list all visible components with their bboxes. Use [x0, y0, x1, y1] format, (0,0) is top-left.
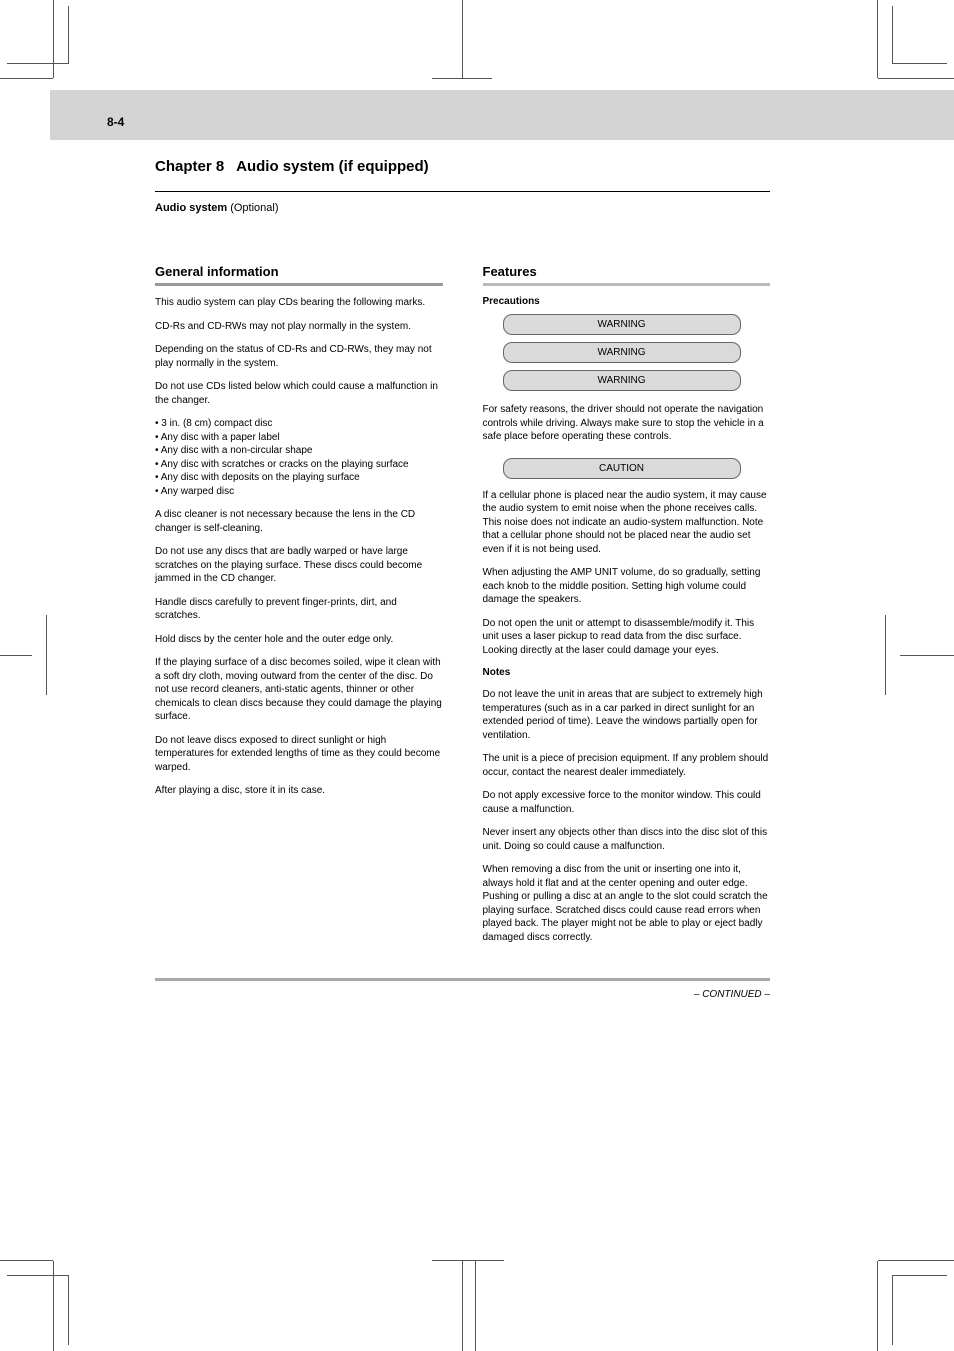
warning-pill: WARNING: [503, 314, 741, 335]
left-body: This audio system can play CDs bearing t…: [155, 296, 443, 798]
crop-mark: [893, 1275, 947, 1276]
para: When adjusting the AMP UNIT volume, do s…: [483, 566, 771, 607]
crop-mark: [892, 6, 893, 64]
crop-mark: [7, 63, 68, 64]
section-rule: [483, 283, 771, 286]
left-section-heading: General information: [155, 264, 443, 279]
page-content: Chapter 8 Audio system (if equipped) Aud…: [155, 158, 770, 1000]
crop-mark: [7, 1275, 68, 1276]
crop-mark: [462, 1261, 463, 1351]
chapter-subtitle-prefix: Audio system: [155, 202, 227, 214]
crop-mark: [900, 655, 954, 656]
crop-mark: [462, 0, 463, 78]
warning-pill: WARNING: [503, 342, 741, 363]
crop-mark: [893, 63, 947, 64]
crop-mark: [878, 1260, 954, 1261]
notes-heading: Notes: [483, 667, 771, 678]
para: The unit is a piece of precision equipme…: [483, 752, 771, 779]
para: Do not apply excessive force to the moni…: [483, 789, 771, 816]
precautions-heading: Precautions: [483, 296, 771, 307]
crop-mark: [0, 655, 32, 656]
page-number: 8-4: [107, 115, 124, 129]
crop-mark: [885, 615, 886, 695]
crop-mark: [892, 1275, 893, 1345]
para: This audio system can play CDs bearing t…: [155, 296, 443, 310]
chapter-subtitle-note: Optional: [234, 202, 275, 214]
para: After playing a disc, store it in its ca…: [155, 784, 443, 798]
crop-mark: [432, 1260, 504, 1261]
caution-body: If a cellular phone is placed near the a…: [483, 489, 771, 658]
para: Do not open the unit or attempt to disas…: [483, 617, 771, 658]
crop-mark: [0, 1260, 53, 1261]
crop-mark: [475, 1261, 476, 1351]
chapter-subtitle: Audio system (Optional): [155, 202, 770, 214]
crop-mark: [877, 0, 878, 78]
right-column: Features Precautions WARNING WARNING WAR…: [483, 264, 771, 954]
para: Do not leave the unit in areas that are …: [483, 688, 771, 742]
para: Hold discs by the center hole and the ou…: [155, 633, 443, 647]
section-rule: [155, 283, 443, 286]
crop-mark: [68, 6, 69, 64]
bullet: • Any disc with a non-circular shape: [155, 444, 443, 458]
header-band: [50, 90, 954, 140]
crop-mark: [432, 78, 492, 79]
right-section-heading: Features: [483, 264, 771, 279]
notes-body: Do not leave the unit in areas that are …: [483, 688, 771, 944]
bullet: • 3 in. (8 cm) compact disc: [155, 417, 443, 431]
caution-pill: CAUTION: [503, 458, 741, 479]
para: Never insert any objects other than disc…: [483, 826, 771, 853]
para: Do not use any discs that are badly warp…: [155, 545, 443, 586]
crop-mark: [878, 78, 954, 79]
para: Do not use CDs listed below which could …: [155, 380, 443, 407]
crop-mark: [877, 1261, 878, 1351]
bullet: • Any disc with a paper label: [155, 431, 443, 445]
para: If a cellular phone is placed near the a…: [483, 489, 771, 557]
chapter-title: Chapter 8 Audio system (if equipped): [155, 158, 770, 192]
crop-mark: [46, 615, 47, 695]
chapter-number: Chapter 8: [155, 158, 224, 175]
para: Handle discs carefully to prevent finger…: [155, 596, 443, 623]
para: When removing a disc from the unit or in…: [483, 863, 771, 944]
crop-mark: [68, 1275, 69, 1345]
left-column: General information This audio system ca…: [155, 264, 443, 954]
bullet: • Any warped disc: [155, 485, 443, 499]
para: Do not leave discs exposed to direct sun…: [155, 734, 443, 775]
para: If the playing surface of a disc becomes…: [155, 656, 443, 724]
para: Depending on the status of CD-Rs and CD-…: [155, 343, 443, 370]
two-column-layout: General information This audio system ca…: [155, 264, 770, 954]
continued-text: – CONTINUED –: [155, 989, 770, 1000]
para: CD-Rs and CD-RWs may not play normally i…: [155, 320, 443, 334]
crop-mark: [0, 78, 53, 79]
crop-mark: [53, 0, 54, 78]
end-rule: [155, 978, 770, 981]
para: A disc cleaner is not necessary because …: [155, 508, 443, 535]
para: For safety reasons, the driver should no…: [483, 403, 771, 444]
warning-pill: WARNING: [503, 370, 741, 391]
chapter-heading: Audio system (if equipped): [236, 158, 429, 175]
bullet: • Any disc with scratches or cracks on t…: [155, 458, 443, 472]
bullet: • Any disc with deposits on the playing …: [155, 471, 443, 485]
